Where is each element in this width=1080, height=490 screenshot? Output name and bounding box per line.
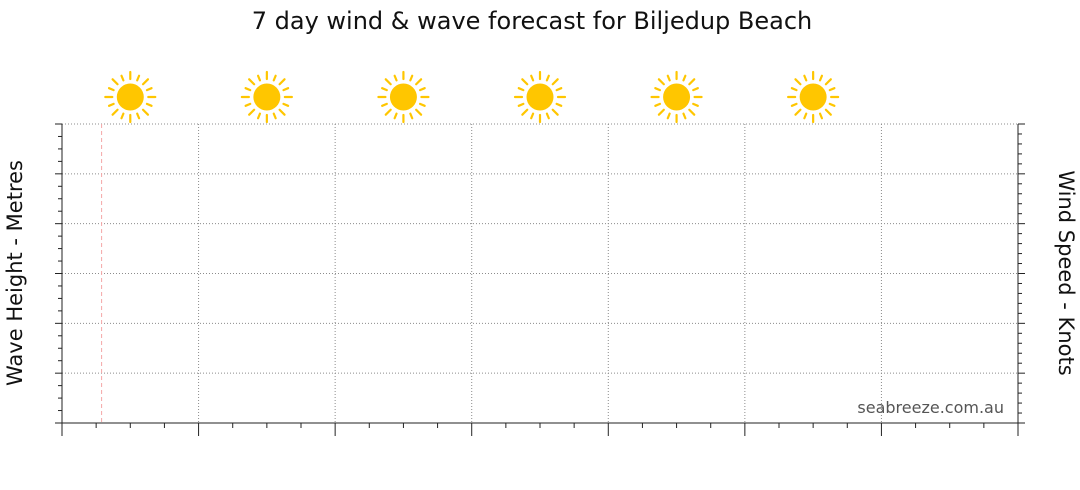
sun-icon-ray <box>692 102 699 107</box>
sun-icon-ray <box>818 112 824 120</box>
sun-icon-ray <box>666 74 671 82</box>
sun-icon-ray <box>545 112 550 120</box>
sun-icon-ray <box>794 78 802 86</box>
sun-icon-ray <box>828 102 836 107</box>
sun-icon-ray <box>107 87 115 92</box>
sun-icon-ray <box>136 112 141 120</box>
sun-icon-ray <box>418 102 426 107</box>
sun-icon-ray <box>136 74 141 82</box>
sun-icon-ray <box>517 102 525 107</box>
sun-icon-ray <box>278 78 286 86</box>
chart-title: 7 day wind & wave forecast for Biljedup … <box>252 7 813 35</box>
sun-icon <box>104 70 157 124</box>
sun-icon-ray <box>244 102 252 107</box>
sun-icon-ray <box>111 78 119 86</box>
sun-icon-ray <box>682 112 687 120</box>
sun-icon-disc <box>116 83 144 111</box>
sun-icon-ray <box>381 87 388 92</box>
sun-icon-disc <box>526 83 554 111</box>
sun-icon-ray <box>517 87 525 92</box>
sun-icon-ray <box>107 102 115 107</box>
sun-icon-ray <box>282 102 290 107</box>
sun-icon-ray <box>248 78 256 86</box>
sun-icon-ray <box>141 108 150 116</box>
sun-icon <box>240 70 293 124</box>
sun-icon-ray <box>803 112 808 120</box>
sun-icon-ray <box>828 87 836 92</box>
sun-icon-ray <box>555 87 563 92</box>
sun-icon <box>513 70 567 124</box>
sun-icon-ray <box>272 74 277 82</box>
sun-icon <box>650 70 703 124</box>
sun-icon-ray <box>545 74 550 82</box>
sun-icon-ray <box>256 112 262 120</box>
sun-icon-ray <box>555 102 563 107</box>
sun-icon-ray <box>409 112 414 120</box>
sun-icon-ray <box>145 87 153 92</box>
sun-icon-ray <box>530 112 535 120</box>
y-axis-right-title: Wind Speed - Knots <box>1054 170 1078 375</box>
sun-icon-ray <box>794 108 802 116</box>
sun-icon <box>377 70 430 124</box>
sun-icon-ray <box>551 108 559 116</box>
sun-icon <box>787 70 840 124</box>
axes <box>55 123 1025 436</box>
sun-icon-ray <box>384 78 392 86</box>
sun-icon-disc <box>799 83 827 111</box>
sun-icon-ray <box>244 87 252 92</box>
sun-icon-ray <box>818 74 824 82</box>
sun-icon-ray <box>666 112 671 120</box>
sun-icon-ray <box>682 74 687 82</box>
sun-icon-ray <box>111 108 119 116</box>
sun-icon-ray <box>790 87 798 92</box>
sun-icon-ray <box>654 87 662 92</box>
sun-icon-disc <box>389 83 417 111</box>
temperature-row <box>104 70 840 124</box>
sun-icon-ray <box>120 112 125 120</box>
sun-icon-ray <box>278 108 286 116</box>
sun-icon-ray <box>530 74 535 82</box>
sun-icon-ray <box>657 78 665 86</box>
sun-icon-ray <box>551 78 559 86</box>
sun-icon-ray <box>409 74 414 82</box>
watermark: seabreeze.com.au <box>857 398 1004 417</box>
sun-icon-ray <box>145 102 153 107</box>
sun-icon-ray <box>521 78 529 86</box>
sun-icon-ray <box>384 108 392 116</box>
grid <box>62 123 1018 423</box>
sun-icon-ray <box>415 78 423 86</box>
sun-icon-disc <box>253 83 281 111</box>
sun-icon-ray <box>654 102 662 107</box>
sun-icon-ray <box>415 108 423 116</box>
sun-icon-ray <box>824 108 832 116</box>
sun-icon-disc <box>663 83 691 111</box>
sun-icon-ray <box>521 108 529 116</box>
sun-icon-ray <box>688 78 696 86</box>
sun-icon-ray <box>418 87 426 92</box>
sun-icon-ray <box>393 112 398 120</box>
sun-icon-ray <box>256 74 262 82</box>
sun-icon-ray <box>141 78 150 86</box>
sun-icon-ray <box>272 112 277 120</box>
sun-icon-ray <box>393 74 398 82</box>
sun-icon-ray <box>688 108 696 116</box>
sun-icon-ray <box>282 87 290 92</box>
sun-icon-ray <box>803 74 808 82</box>
sun-icon-ray <box>657 108 665 116</box>
sun-icon-ray <box>248 108 256 116</box>
y-axis-left-title: Wave Height - Metres <box>3 160 27 386</box>
sun-icon-ray <box>790 102 798 107</box>
sun-icon-ray <box>381 102 388 107</box>
sun-icon-ray <box>824 78 832 86</box>
sun-icon-ray <box>120 74 125 82</box>
sun-icon-ray <box>692 87 699 92</box>
